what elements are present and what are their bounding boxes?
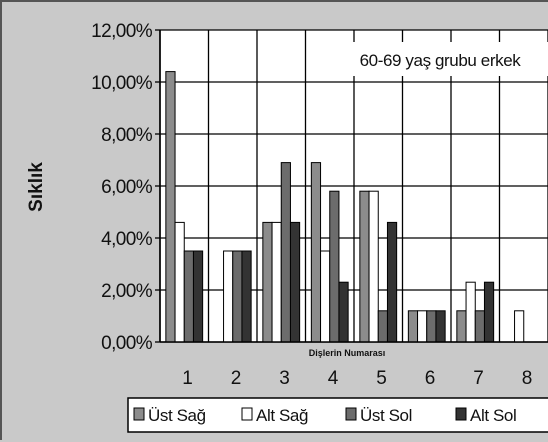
bar-4-2	[320, 250, 331, 343]
bar-7-1	[456, 310, 467, 343]
bar-6-3	[426, 310, 437, 343]
bar-6-4	[435, 310, 446, 343]
x-tick-label: 7	[473, 368, 483, 389]
bar-3-3	[280, 162, 291, 343]
bar-8-2	[514, 310, 525, 343]
x-tick-label: 2	[231, 368, 241, 389]
bar-2-4	[241, 250, 252, 343]
x-tick-label: 3	[279, 368, 289, 389]
bar-7-4	[483, 281, 495, 343]
legend-label-2: Alt Sağ	[256, 406, 308, 425]
bar-2-3	[232, 250, 243, 343]
x-tick-label: 6	[425, 368, 435, 389]
y-tick-label: 0,00%	[101, 333, 153, 354]
chart-annotation: 60-69 yaş grubu erkek	[360, 51, 522, 70]
y-tick-label: 2,00%	[101, 281, 153, 302]
y-tick-label: 4,00%	[101, 229, 153, 250]
bar-5-3	[377, 310, 388, 343]
x-tick-labels: 1 2 3 4 5 6 7 8	[182, 368, 532, 389]
x-tick-label: 8	[522, 368, 532, 389]
bar-6-2	[417, 310, 428, 343]
legend-box	[127, 397, 548, 433]
bar-1-3	[183, 250, 194, 343]
bar-3-4	[289, 221, 301, 343]
legend-swatch-1	[133, 407, 145, 421]
y-tick-label: 6,00%	[101, 177, 153, 198]
y-tick-label: 8,00%	[101, 125, 153, 146]
y-tick-label: 12,00%	[91, 21, 153, 42]
legend-label-4: Alt Sol	[470, 406, 516, 425]
legend-swatch-4	[455, 407, 467, 421]
bar-4-3	[329, 190, 340, 343]
axes	[155, 29, 548, 343]
x-tick-label: 4	[328, 368, 339, 389]
bar-5-2	[368, 190, 379, 343]
x-tick-label: 1	[182, 368, 192, 389]
bar-6-1	[407, 310, 419, 343]
bar-3-1	[262, 221, 273, 343]
x-axis-label: Dişlerin Numarası	[309, 348, 386, 358]
bar-1-4	[192, 250, 204, 343]
legend-swatch-3	[345, 407, 357, 421]
y-tick-labels: 0,00% 2,00% 4,00% 6,00% 8,00% 10,00% 12,00%	[91, 21, 153, 354]
bar-3-2	[271, 221, 282, 343]
bar-5-1	[359, 190, 370, 343]
bar-5-4	[386, 221, 398, 343]
annotation-box	[327, 42, 548, 76]
x-tick-label: 5	[376, 368, 386, 389]
bar-7-3	[474, 310, 485, 343]
bar-4-4	[338, 281, 349, 343]
bar-4-1	[310, 162, 322, 343]
bar-1-1	[165, 71, 176, 343]
bar-2-2	[223, 250, 234, 343]
legend-swatch-2	[241, 407, 253, 421]
y-tick-label: 10,00%	[91, 73, 153, 94]
legend-label-1: Üst Sağ	[148, 406, 206, 425]
legend: Üst Sağ Alt Sağ Üst Sol Alt Sol	[127, 397, 548, 433]
legend-label-3: Üst Sol	[360, 406, 412, 425]
bar-7-2	[465, 281, 476, 343]
y-axis-label: Sıklık	[26, 162, 47, 212]
bar-1-2	[174, 221, 185, 343]
